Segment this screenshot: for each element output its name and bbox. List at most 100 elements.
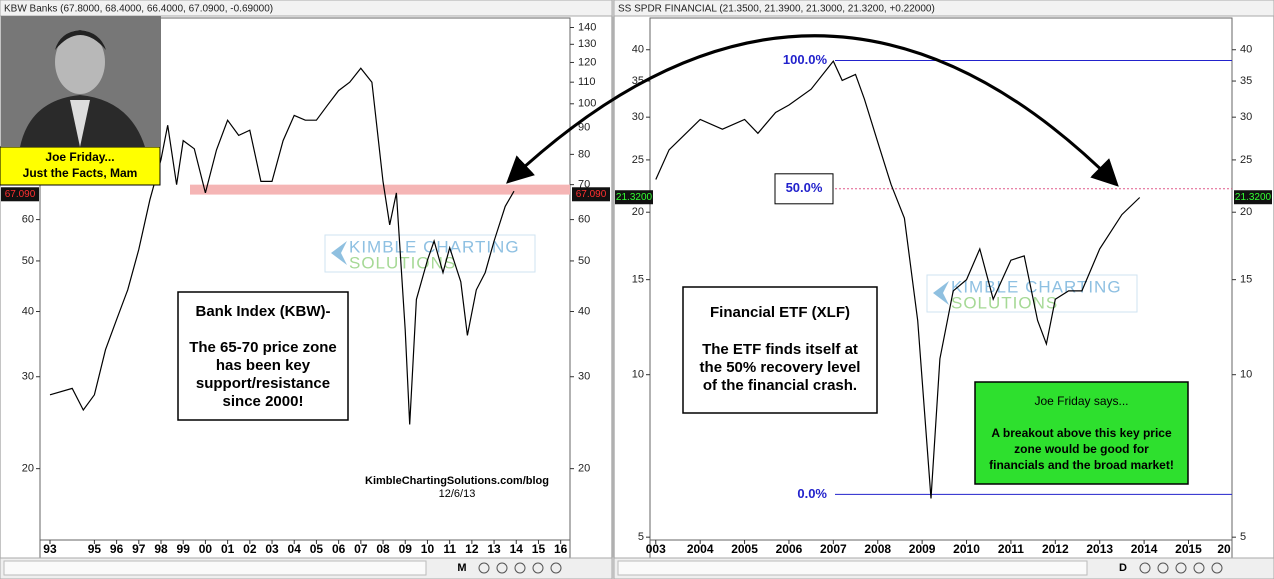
x-tick-label: 05: [310, 542, 324, 556]
toolbar-button[interactable]: M: [457, 562, 466, 574]
scrollbar: [3, 560, 427, 576]
note-text: A breakout above this key price: [991, 426, 1172, 440]
toolbar-icon[interactable]: [532, 562, 544, 574]
x-tick-label: 15: [532, 542, 546, 556]
x-tick-label: 04: [288, 542, 302, 556]
x-tick-label: 003: [646, 542, 666, 556]
x-tick-label: 2009: [909, 542, 936, 556]
caption-text: Joe Friday...: [45, 150, 114, 164]
y-tick-label: 130: [578, 38, 596, 50]
x-tick-label: 2015: [1175, 542, 1202, 556]
y-tick-label: 40: [632, 44, 644, 56]
x-tick-label: 2011: [998, 542, 1024, 556]
price-label-box: [1234, 190, 1272, 205]
x-tick-label: 01: [221, 542, 235, 556]
price-line: [655, 59, 1141, 499]
toolbar-icon[interactable]: [1175, 562, 1187, 574]
y-tick-label: 15: [1240, 274, 1252, 286]
x-tick-label: 2005: [731, 542, 758, 556]
note-text: financials and the broad market!: [989, 458, 1174, 472]
x-tick-label: 09: [399, 542, 413, 556]
x-tick-label: 07: [354, 542, 368, 556]
y-tick-label: 50: [22, 255, 34, 267]
header: [613, 0, 1274, 17]
note-text: Joe Friday says...: [1034, 394, 1128, 408]
level-label: 50.0%: [786, 180, 823, 195]
note-box: [177, 291, 349, 421]
toolbar-icon[interactable]: [478, 562, 490, 574]
x-tick-label: 2013: [1086, 542, 1113, 556]
y-tick-label: 15: [632, 274, 644, 286]
y-tick-label: 10: [1240, 369, 1252, 381]
x-tick-label: 2012: [1042, 542, 1069, 556]
price-label: 67.090: [576, 189, 607, 200]
x-tick-label: 20: [1217, 542, 1231, 556]
toolbar-icon[interactable]: [1157, 562, 1169, 574]
watermark: SOLUTIONS: [951, 293, 1058, 312]
caption-box: [0, 146, 161, 186]
toolbar-icon[interactable]: [1193, 562, 1205, 574]
y-tick-label: 30: [578, 371, 590, 383]
level-label: 100.0%: [783, 52, 828, 67]
price-label-box: [1, 187, 39, 202]
arrow: [506, 34, 1119, 187]
price-label: 67.090: [5, 189, 36, 200]
y-tick-label: 25: [632, 154, 644, 166]
credit-text: KimbleChartingSolutions.com/blog: [365, 475, 549, 487]
y-tick-label: 140: [578, 21, 596, 33]
y-tick-label: 5: [1240, 531, 1246, 543]
y-tick-label: 5: [638, 531, 644, 543]
y-tick-label: 40: [1240, 44, 1252, 56]
note-text: zone would be good for: [1014, 442, 1149, 456]
chart-title: KBW Banks (67.8000, 68.4000, 66.4000, 67…: [4, 4, 273, 15]
x-tick-label: 97: [132, 542, 146, 556]
x-tick-label: 08: [376, 542, 390, 556]
x-tick-label: 03: [265, 542, 279, 556]
y-tick-label: 40: [578, 305, 590, 317]
x-tick-label: 02: [243, 542, 257, 556]
x-tick-label: 2010: [953, 542, 980, 556]
y-tick-label: 120: [578, 56, 596, 68]
x-tick-label: 13: [487, 542, 501, 556]
watermark-frame: [324, 234, 536, 273]
photo: [1, 16, 161, 147]
x-tick-label: 95: [88, 542, 102, 556]
toolbar-icon[interactable]: [514, 562, 526, 574]
x-tick-label: 14: [510, 542, 524, 556]
price-line: [49, 67, 515, 425]
toolbar-icon[interactable]: [1139, 562, 1151, 574]
y-tick-label: 60: [22, 214, 34, 226]
x-tick-label: 2006: [776, 542, 803, 556]
y-tick-label: 100: [578, 98, 596, 110]
x-tick-label: 98: [154, 542, 168, 556]
y-tick-label: 30: [1240, 111, 1252, 123]
y-tick-label: 60: [578, 214, 590, 226]
x-tick-label: 12: [465, 542, 479, 556]
toolbar-icon[interactable]: [1211, 562, 1223, 574]
price-label-box: [615, 190, 653, 205]
caption-text: Just the Facts, Mam: [23, 166, 138, 180]
toolbar-button[interactable]: D: [1119, 562, 1127, 574]
watermark-logo: [933, 281, 949, 305]
note-text: The 65-70 price zone: [189, 339, 337, 356]
note-text: has been key: [216, 357, 311, 374]
watermark: KIMBLE CHARTING: [349, 237, 520, 256]
y-tick-label: 50: [578, 255, 590, 267]
note-text: support/resistance: [196, 375, 330, 392]
level-label: 0.0%: [797, 486, 827, 501]
x-tick-label: 96: [110, 542, 124, 556]
toolbar-icon[interactable]: [496, 562, 508, 574]
toolbar-icon[interactable]: [550, 562, 562, 574]
x-tick-label: 2004: [687, 542, 714, 556]
x-tick-label: 2008: [864, 542, 891, 556]
note-text: of the financial crash.: [703, 377, 857, 394]
x-tick-label: 11: [443, 542, 456, 556]
chart-title: SS SPDR FINANCIAL (21.3500, 21.3900, 21.…: [618, 4, 935, 15]
y-tick-label: 110: [578, 76, 596, 88]
y-tick-label: 20: [22, 463, 34, 475]
price-label-box: [572, 187, 610, 202]
note-text: Bank Index (KBW)-: [196, 303, 331, 320]
price-label: 21.3200: [616, 192, 653, 203]
y-tick-label: 20: [578, 463, 590, 475]
